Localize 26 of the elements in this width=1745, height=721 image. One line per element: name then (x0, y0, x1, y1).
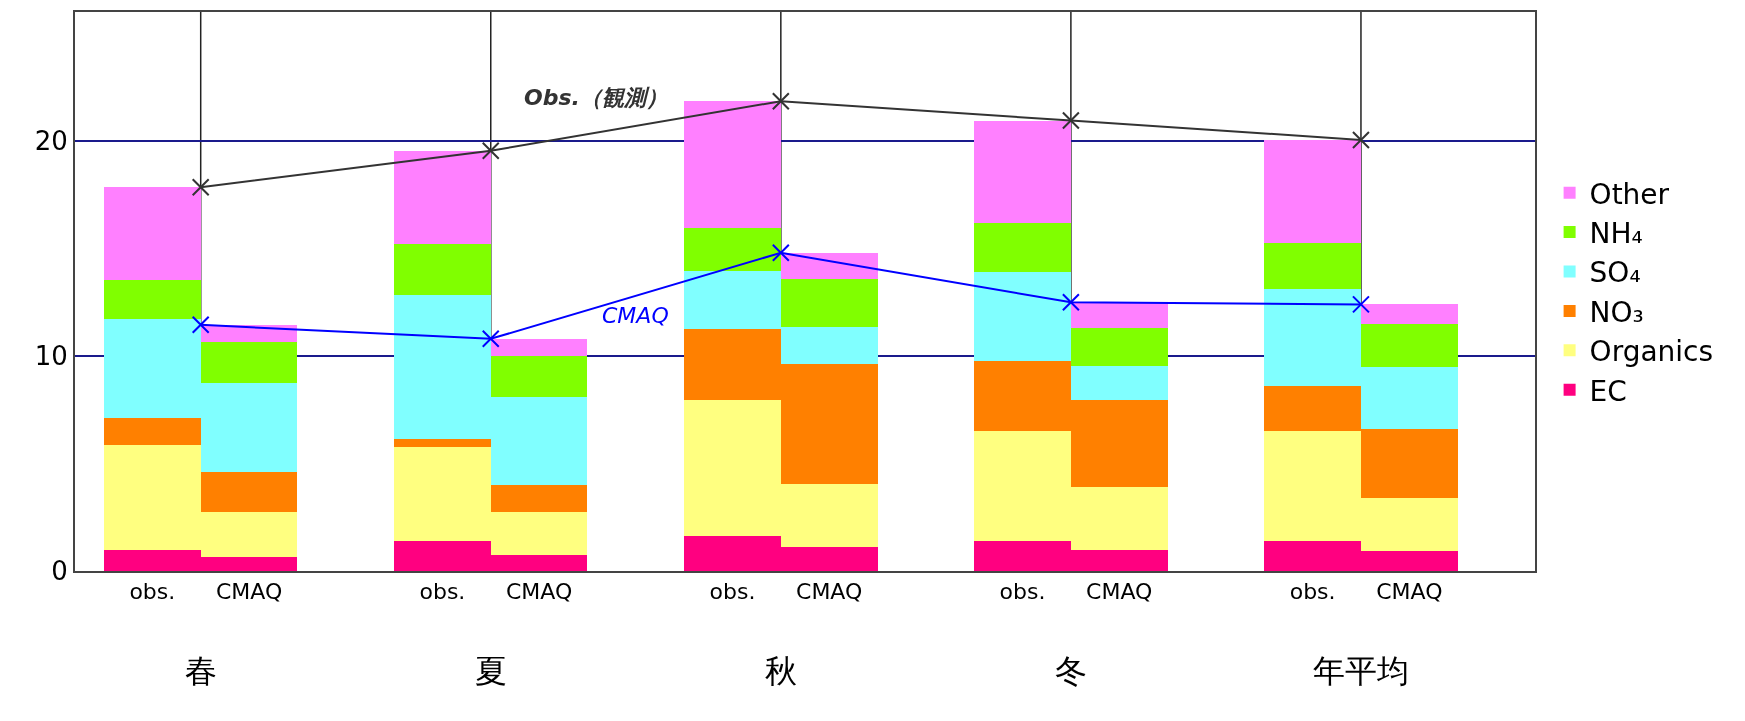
x-tick-label: obs. (709, 579, 756, 605)
x-tick-label: obs. (1289, 579, 1336, 605)
x-tick-label: CMAQ (1376, 579, 1443, 605)
x-tick-label: obs. (129, 579, 176, 605)
text: 夏 (475, 652, 507, 690)
legend-label: Organics (1589, 335, 1714, 369)
series-label: Obs.（観測） (524, 85, 668, 110)
x-tick-label: obs. (999, 579, 1046, 605)
text: 秋 (765, 652, 797, 690)
legend-label: NO₃ (1589, 295, 1644, 329)
legend-label: NH₄ (1589, 217, 1643, 251)
legend-label: SO₄ (1589, 256, 1641, 290)
legend-label: Other (1589, 177, 1670, 211)
x-tick-label: obs. (419, 579, 466, 605)
x-tick-label: CMAQ (796, 579, 863, 605)
y-tick-label: 0 (51, 556, 68, 587)
x-tick-label: CMAQ (1086, 579, 1153, 605)
x-tick-label: CMAQ (505, 579, 573, 605)
x-tick-label: CMAQ (215, 579, 283, 605)
legend-label: EC (1589, 374, 1627, 408)
text: 春 (185, 652, 217, 690)
series-label: CMAQ (602, 303, 669, 328)
y-tick-label: 10 (34, 341, 68, 372)
y-tick-label: 20 (34, 126, 68, 157)
text: 冬 (1055, 652, 1087, 690)
text: 年平均 (1313, 652, 1409, 690)
